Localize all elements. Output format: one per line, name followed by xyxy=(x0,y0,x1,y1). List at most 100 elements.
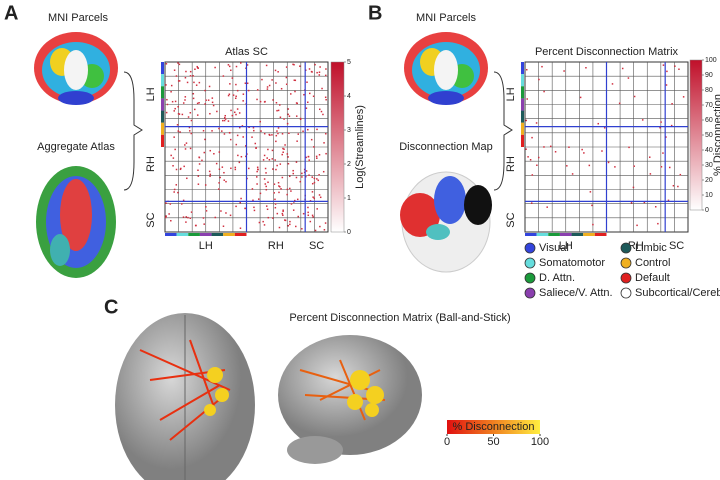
matrix-cell xyxy=(627,77,630,79)
matrix-cell xyxy=(648,156,651,158)
matrix-cell xyxy=(325,68,327,70)
matrix-cell xyxy=(218,182,220,184)
matrix-cell xyxy=(189,70,192,73)
matrix-cell xyxy=(295,225,297,228)
matrix-cell xyxy=(253,206,255,209)
network-strip xyxy=(165,233,177,236)
matrix-cell xyxy=(630,202,633,204)
matrix-cell xyxy=(252,199,254,202)
matrix-cell xyxy=(563,70,565,72)
matrix-cell xyxy=(526,68,528,71)
matrix-cell xyxy=(579,96,582,99)
matrix-cell xyxy=(240,62,242,64)
legend-label: Control xyxy=(635,257,670,269)
legend-label: Default xyxy=(635,272,670,284)
matrix-cell xyxy=(309,92,311,95)
matrix-cell xyxy=(301,172,303,175)
matrix-cell xyxy=(184,76,187,79)
matrix-cell xyxy=(636,224,638,227)
matrix-cell xyxy=(235,65,238,68)
network-strip xyxy=(583,233,595,236)
colorbar-tick-label: 70 xyxy=(705,102,713,109)
matrix-cell xyxy=(262,220,264,223)
matrix-cell xyxy=(299,65,301,67)
matrix-cell xyxy=(255,147,257,149)
matrix-cell xyxy=(307,214,310,217)
matrix-cell xyxy=(281,212,284,215)
matrix-cell xyxy=(271,149,274,152)
matrix-cell xyxy=(264,167,267,170)
matrix-cell xyxy=(325,132,327,135)
matrix-cell xyxy=(267,181,269,184)
matrix-cell xyxy=(227,64,230,66)
matrix-cell xyxy=(284,219,286,221)
matrix-cell xyxy=(312,196,314,198)
network-strip xyxy=(161,86,164,99)
matrix-cell xyxy=(324,96,327,99)
matrix-cell xyxy=(263,154,266,157)
matrix-cell xyxy=(268,133,270,136)
matrix-cell xyxy=(195,84,198,86)
matrix-cell xyxy=(282,209,284,211)
matrix-cell xyxy=(266,86,269,88)
matrix-cell xyxy=(235,95,237,98)
matrix-cell xyxy=(311,182,314,185)
matrix-cell xyxy=(614,166,616,168)
colorbar-tick-label: 1 xyxy=(347,195,351,202)
matrix-cell xyxy=(280,87,283,90)
matrix-cell xyxy=(219,176,221,179)
matrix-cell xyxy=(197,169,199,172)
disconnection-brain xyxy=(400,171,492,273)
matrix-cell xyxy=(174,107,176,110)
matrix-cell xyxy=(169,203,172,205)
matrix-cell xyxy=(222,75,225,77)
matrix-cell xyxy=(187,216,189,219)
matrix-cell xyxy=(267,148,269,151)
matrix-cell xyxy=(292,63,294,66)
matrix-cell xyxy=(190,119,193,122)
matrix-cell xyxy=(235,83,237,86)
matrix-cell xyxy=(294,90,296,93)
matrix-cell xyxy=(215,162,218,165)
matrix-cell xyxy=(592,223,594,226)
matrix-cell xyxy=(216,110,218,113)
matrix-cell xyxy=(209,175,211,178)
matrix-cell xyxy=(253,129,255,132)
matrix-cell xyxy=(178,113,181,115)
legend-label: Visual xyxy=(539,242,569,254)
matrix-cell xyxy=(679,173,682,176)
matrix-cell xyxy=(265,172,267,174)
matrix-cell xyxy=(256,89,259,91)
matrix-cell xyxy=(175,168,178,171)
matrix-cell xyxy=(263,178,266,180)
matrix-cell xyxy=(268,84,271,87)
matrix-cell xyxy=(165,63,168,65)
matrix-cell xyxy=(295,161,298,163)
matrix-cell xyxy=(204,184,207,186)
matrix-cell xyxy=(265,64,268,67)
matrix-cell xyxy=(245,155,247,158)
matrix-cell xyxy=(165,216,167,219)
matrix-cell xyxy=(185,70,187,73)
colorbar-tick-label: 2 xyxy=(347,161,351,168)
matrix-cell xyxy=(242,100,244,102)
matrix-cell xyxy=(282,147,284,150)
matrix-cell xyxy=(672,184,675,187)
matrix-cell xyxy=(189,112,192,114)
matrix-cell xyxy=(177,130,180,132)
matrix-title: Atlas SC xyxy=(225,46,268,58)
matrix-cell xyxy=(633,95,636,98)
matrix-cell xyxy=(218,127,220,130)
bracket xyxy=(493,71,513,191)
legend-swatch xyxy=(620,287,632,299)
matrix-cell xyxy=(260,130,262,132)
matrix-cell xyxy=(228,132,231,134)
matrix-cell xyxy=(285,83,288,86)
matrix-cell xyxy=(313,197,316,200)
matrix-cell xyxy=(198,102,200,104)
matrix-cell xyxy=(666,70,668,73)
matrix-cell xyxy=(173,136,175,138)
matrix-cell xyxy=(284,219,287,222)
matrix-cell xyxy=(236,108,239,110)
network-strip xyxy=(176,233,189,236)
